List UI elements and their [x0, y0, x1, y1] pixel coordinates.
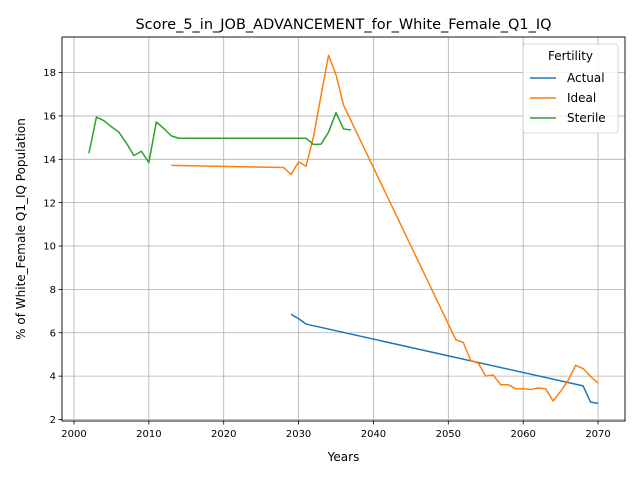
legend-label-sterile: Sterile [567, 111, 606, 125]
y-axis-label: % of White_Female Q1_IQ Population [14, 118, 28, 340]
y-tick-label: 8 [50, 285, 56, 296]
x-tick-label: 2010 [136, 429, 161, 440]
y-tick-label: 18 [43, 68, 56, 79]
y-tick-label: 2 [50, 415, 56, 426]
x-tick-label: 2040 [361, 429, 386, 440]
x-axis-ticks: 2000 2010 2020 2030 2040 2050 2060 2070 [61, 421, 611, 440]
legend-label-ideal: Ideal [567, 91, 596, 105]
x-axis-label: Years [327, 450, 360, 464]
x-tick-label: 2070 [585, 429, 610, 440]
legend-title: Fertility [548, 49, 593, 63]
y-tick-label: 12 [43, 198, 56, 209]
series-layer [88, 54, 599, 404]
plot-area-frame [61, 36, 626, 422]
legend-box [522, 43, 619, 134]
legend: Fertility Actual Ideal Sterile [522, 43, 619, 134]
series-line-actual [290, 313, 599, 404]
chart-title: Score_5_in_JOB_ADVANCEMENT_for_White_Fem… [135, 17, 551, 33]
series-line-sterile [88, 111, 352, 164]
x-tick-label: 2020 [211, 429, 236, 440]
legend-label-actual: Actual [567, 71, 605, 85]
y-tick-label: 6 [50, 328, 56, 339]
legend-entries: Actual Ideal Sterile [530, 71, 606, 125]
x-tick-label: 2060 [510, 429, 535, 440]
x-tick-label: 2030 [286, 429, 311, 440]
series-line-ideal [171, 54, 599, 402]
y-tick-label: 10 [43, 242, 56, 253]
y-axis-ticks: 2 4 6 8 10 12 14 16 18 [43, 68, 62, 426]
x-tick-label: 2050 [436, 429, 461, 440]
x-tick-label: 2000 [61, 429, 86, 440]
y-tick-label: 16 [43, 112, 56, 123]
y-tick-label: 14 [43, 155, 56, 166]
y-tick-label: 4 [50, 372, 56, 383]
